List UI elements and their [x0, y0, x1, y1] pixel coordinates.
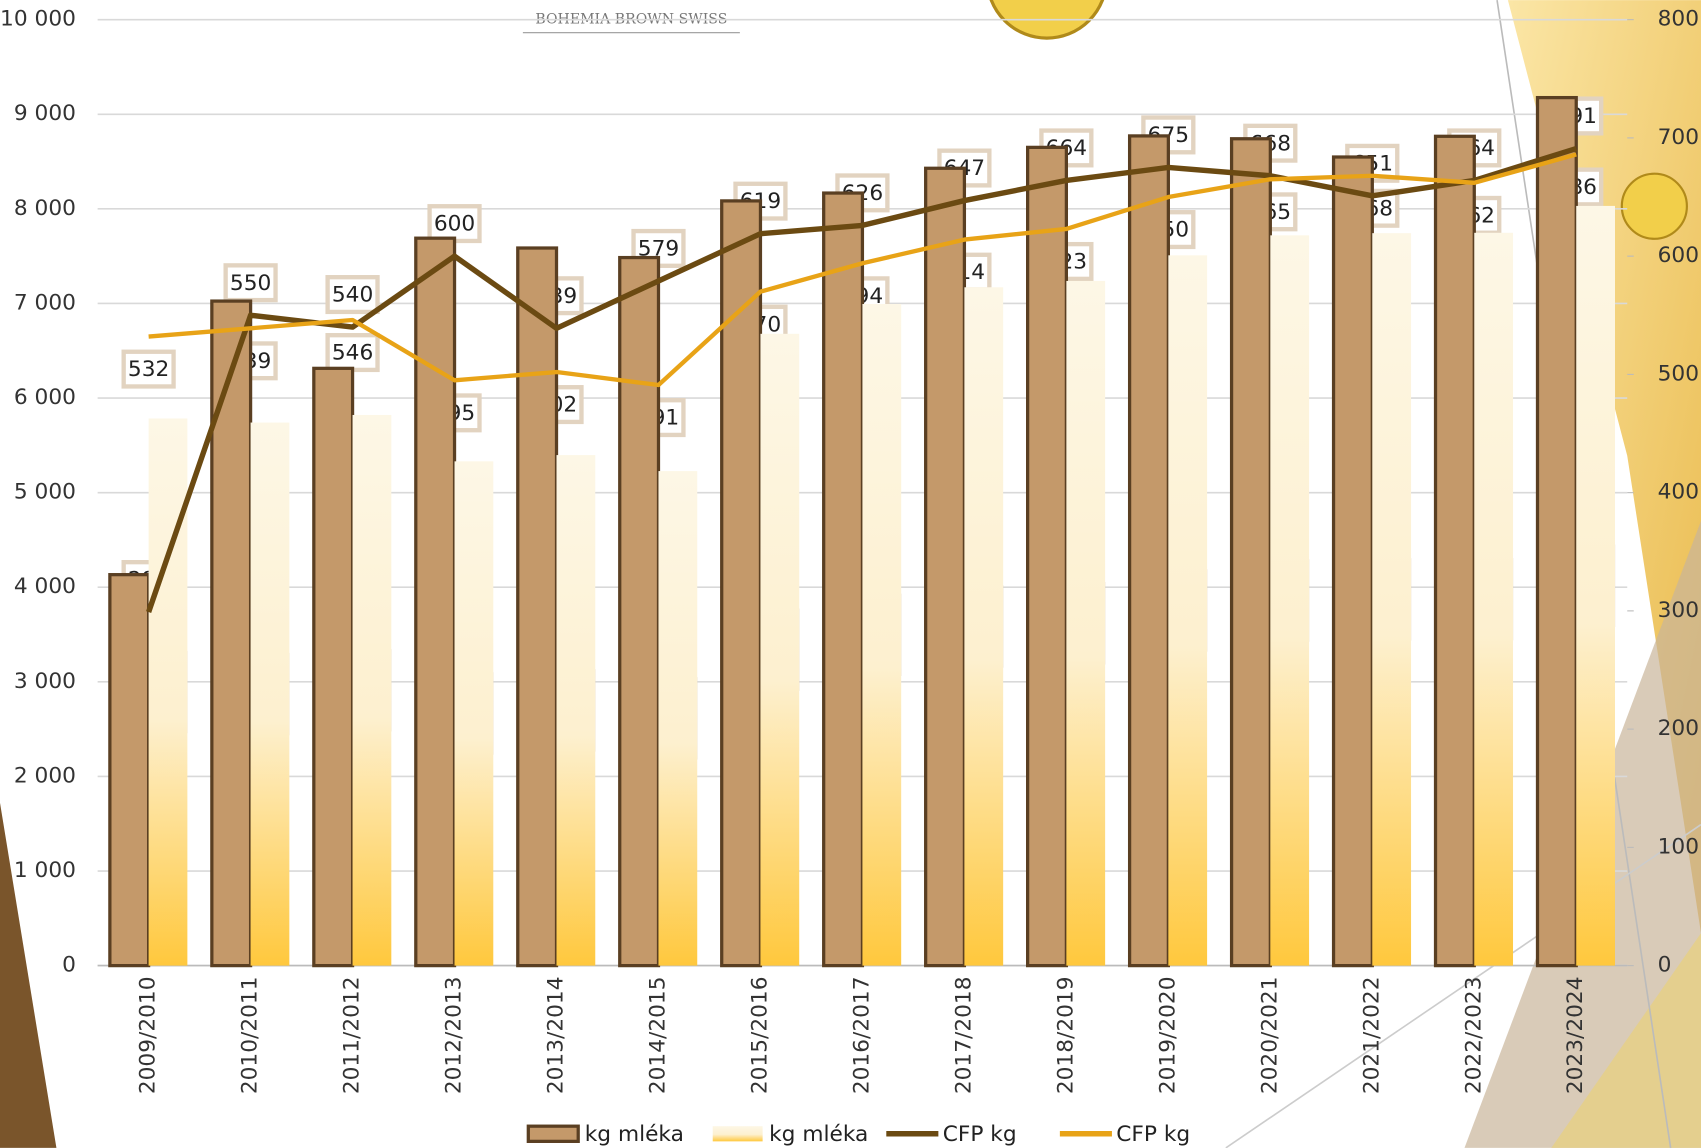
legend-label: CFP kg: [1116, 1122, 1190, 1147]
bar: [108, 573, 151, 968]
value-label: 546: [325, 333, 380, 373]
y2-tick-label: 0: [1658, 953, 1672, 978]
y2-tick-label: 300: [1658, 598, 1699, 623]
bar: [1535, 95, 1578, 968]
bar: [1474, 232, 1514, 966]
x-tick-label: 2022/2023: [1461, 976, 1486, 1094]
line: [148, 152, 1577, 388]
y2-tick-label: 700: [1658, 125, 1699, 150]
label-box: [427, 204, 482, 244]
value-label-text: 546: [332, 341, 373, 366]
bar: [210, 299, 253, 968]
bar: [720, 199, 763, 968]
x-tick-label: 2011/2012: [340, 976, 365, 1094]
label-box: [223, 263, 278, 303]
y-tick-label: 2 000: [14, 763, 76, 788]
bar: [556, 455, 596, 966]
bar: [1066, 280, 1106, 966]
value-label: 532: [121, 349, 176, 389]
y2-tick-label: 800: [1658, 7, 1699, 32]
bar: [822, 191, 865, 968]
x-tick-label: 2014/2015: [645, 976, 670, 1094]
bar: [414, 236, 457, 968]
x-tick-label: 2023/2024: [1563, 976, 1588, 1094]
x-tick-label: 2013/2014: [544, 976, 569, 1094]
y-tick-label: 8 000: [14, 196, 76, 221]
value-label-text: 550: [230, 271, 271, 296]
bar: [1433, 134, 1476, 968]
bar: [862, 304, 902, 966]
bar: [312, 366, 355, 968]
legend-swatch: [526, 1124, 580, 1143]
bar: [1229, 137, 1272, 968]
value-label-text: 532: [128, 357, 169, 382]
bar: [618, 255, 661, 968]
y-tick-label: 7 000: [14, 290, 76, 315]
x-tick-label: 2009/2010: [136, 976, 161, 1094]
y2-tick-label: 400: [1658, 480, 1699, 505]
legend: kg mléka kg mléka CFP kg CFP kg: [526, 1122, 1190, 1147]
bar: [658, 471, 698, 966]
x-tick-label: 2018/2019: [1053, 976, 1078, 1094]
bar: [964, 287, 1004, 966]
x-tick-label: 2010/2011: [238, 976, 263, 1094]
bar: [516, 246, 559, 968]
y-tick-label: 6 000: [14, 385, 76, 410]
value-label-text: 600: [434, 212, 475, 237]
bar: [1127, 134, 1170, 968]
bar: [352, 414, 392, 966]
y-tick-label: 5 000: [14, 480, 76, 505]
x-tick-label: 2021/2022: [1359, 976, 1384, 1094]
bar: [1168, 255, 1208, 966]
bar: [1372, 233, 1412, 966]
bar: [1331, 155, 1374, 968]
bar: [148, 418, 188, 966]
bar: [1026, 145, 1069, 968]
legend-swatch: [712, 1126, 763, 1142]
bar: [924, 166, 967, 968]
y2-tick-label: 100: [1658, 834, 1699, 859]
y2-tick-label: 600: [1658, 243, 1699, 268]
y-tick-label: 9 000: [14, 101, 76, 126]
value-label: 550: [223, 263, 278, 303]
value-label: 540: [325, 275, 380, 315]
x-tick-label: 2016/2017: [849, 976, 874, 1094]
x-tick-label: 2020/2021: [1257, 976, 1282, 1094]
y-tick-label: 4 000: [14, 574, 76, 599]
bar: [1270, 235, 1310, 966]
y-tick-label: 1 000: [14, 858, 76, 883]
x-tick-label: 2012/2013: [442, 976, 467, 1094]
value-label: 600: [427, 204, 482, 244]
y2-tick-label: 200: [1658, 716, 1699, 741]
label-box: [325, 275, 380, 315]
bar: [250, 422, 290, 966]
y-tick-label: 10 000: [0, 7, 76, 32]
legend-label: kg mléka: [585, 1122, 684, 1147]
bar: [1576, 205, 1615, 966]
legend-label: CFP kg: [943, 1122, 1017, 1147]
x-tick-label: 2015/2016: [747, 976, 772, 1094]
legend-label: kg mléka: [769, 1122, 868, 1147]
y2-tick-label: 500: [1658, 361, 1699, 386]
line: [146, 145, 1578, 613]
value-label-text: 540: [332, 283, 373, 308]
bar: [760, 333, 800, 966]
label-box: [121, 349, 176, 389]
y-tick-label: 0: [62, 953, 76, 978]
x-tick-label: 2019/2020: [1155, 976, 1180, 1094]
y-tick-label: 3 000: [14, 669, 76, 694]
x-tick-label: 2017/2018: [951, 976, 976, 1094]
bar: [454, 461, 494, 966]
